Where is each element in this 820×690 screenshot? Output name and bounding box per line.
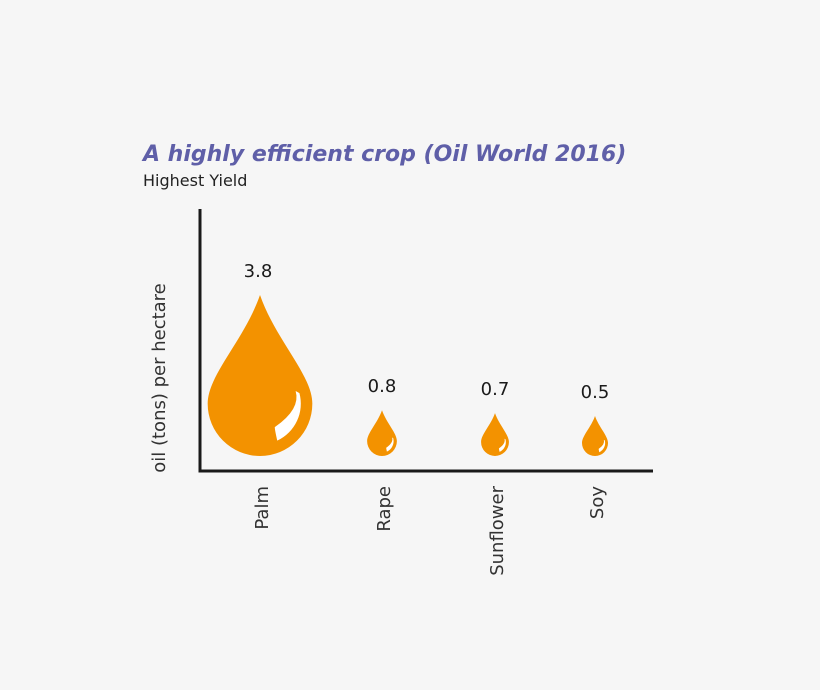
drop-sunflower xyxy=(481,413,509,456)
x-tick-label-sunflower: Sunflower xyxy=(487,485,508,575)
x-tick-label-soy: Soy xyxy=(587,486,608,519)
x-tick-label-palm: Palm xyxy=(252,486,273,530)
drops-group: 3.8 Palm 0.8 Rape 0.7 Sunflower 0.5 Soy xyxy=(207,261,610,576)
value-label-soy: 0.5 xyxy=(581,382,610,403)
drop-highlight-palm xyxy=(274,390,301,441)
drop-highlight-sunflower xyxy=(498,438,506,452)
chart-subtitle: Highest Yield xyxy=(143,171,248,190)
x-tick-label-rape: Rape xyxy=(374,486,395,532)
drop-highlight-rape xyxy=(386,437,394,452)
y-axis-label: oil (tons) per hectare xyxy=(149,283,170,473)
chart-title: A highly efficient crop (Oil World 2016) xyxy=(143,142,627,167)
value-label-rape: 0.8 xyxy=(368,376,397,397)
drop-rape xyxy=(367,410,397,456)
drop-highlight-soy xyxy=(598,439,606,453)
drop-palm xyxy=(207,295,313,456)
value-label-palm: 3.8 xyxy=(244,261,273,282)
value-label-sunflower: 0.7 xyxy=(481,379,510,400)
drop-soy xyxy=(582,416,608,456)
